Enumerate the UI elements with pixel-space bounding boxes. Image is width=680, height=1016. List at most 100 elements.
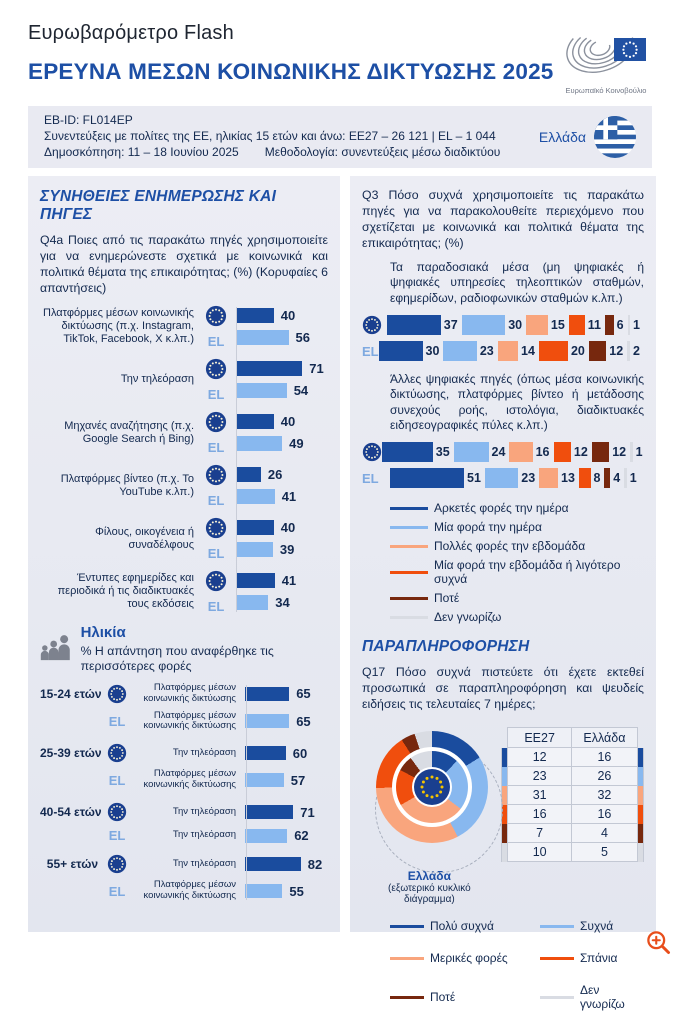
digital-sources-intro: Άλλες ψηφιακές πηγές (όπως μέσα κοινωνικ…: [390, 372, 644, 433]
disinformation-figure: Ελλάδα (εξωτερικό κυκλικό διάγραμμα) ΕΕ2…: [362, 725, 645, 905]
segment-value: 23: [479, 344, 494, 359]
legend-swatch: [390, 995, 424, 999]
age-title: Ηλικία: [80, 623, 126, 641]
segment-value: 12: [612, 445, 627, 460]
segment: [588, 341, 607, 362]
table-row: 10 5: [500, 842, 645, 863]
eu-value: 40: [280, 520, 296, 536]
el-label: EL: [362, 343, 379, 359]
source-row: Πλατφόρμες βίντεο (π.χ. Το YouTube κ.λπ.…: [40, 464, 328, 508]
age-group-label: 25-39 ετών: [40, 746, 102, 761]
zoom-magnifier-button[interactable]: [644, 928, 672, 956]
age-group-row: 40-54 ετών Την τηλεόραση 71 EL Την τηλεό…: [40, 802, 328, 843]
legend-swatch: [540, 924, 574, 928]
parliament-hemicycle-icon: [566, 23, 646, 73]
el-bar-row: 56: [237, 330, 328, 346]
eu-bar: [237, 520, 274, 536]
el-top-answer: Πλατφόρμες μέσων κοινωνικής δικτύωσης: [143, 768, 236, 791]
legend-label: Δεν γνωρίζω: [580, 983, 625, 1012]
eu-flag-icon: [205, 517, 227, 539]
row-color-chip: [636, 842, 645, 862]
segment-value: 15: [550, 318, 565, 333]
q17-question: Q17 Πόσο συχνά πιστεύετε ότι έχετε εκτεθ…: [362, 665, 644, 712]
segment-value: 13: [561, 471, 575, 486]
segment-value: 16: [535, 445, 550, 460]
el-label: EL: [108, 828, 126, 844]
segment-value: 12: [609, 344, 624, 359]
el-label: EL: [207, 598, 225, 614]
eu-bar-row: 26: [237, 467, 328, 483]
table-header-row: ΕΕ27 Ελλάδα: [501, 727, 643, 749]
eu-flag-icon: [107, 803, 127, 822]
col-header-eu27: ΕΕ27: [507, 727, 573, 749]
segment: [509, 442, 533, 463]
el-label: EL: [207, 492, 225, 508]
segment-value: 35: [435, 445, 450, 460]
el-bar: [237, 383, 287, 399]
frequency-panel: Q3 Πόσο συχνά χρησιμοποιείτε τις παρακάτ…: [350, 176, 656, 1011]
eu-value: 71: [300, 804, 315, 820]
eu27-cell: 10: [507, 842, 573, 863]
segment-value: 1: [633, 318, 640, 333]
el-value: 57: [290, 772, 306, 788]
source-label: Πλατφόρμες βίντεο (π.χ. Το YouTube κ.λπ.…: [60, 472, 194, 498]
eu-flag-icon: [362, 443, 382, 462]
disinformation-donut: [375, 731, 503, 874]
q4a-chart: Πλατφόρμες μέσων κοινωνικής δικτύωσης (π…: [40, 305, 328, 614]
eu-value: 71: [309, 361, 324, 377]
source-row: Μηχανές αναζήτησης (π.χ. Google Search ή…: [40, 411, 328, 455]
legend-label: Μία φορά την ημέρα: [434, 520, 542, 535]
eu-bar: [245, 857, 301, 872]
age-group-label: 40-54 ετών: [40, 805, 102, 820]
legend-swatch: [390, 924, 424, 928]
eu-bar: [237, 414, 274, 430]
el-stacked-row: EL 30 23 14 20 12 2: [362, 338, 644, 364]
table-row: 16 16: [500, 804, 645, 825]
frequency-legend: Αρκετές φορές την ημέρα Μία φορά την ημέ…: [390, 501, 644, 624]
segment-value: 4: [613, 471, 621, 486]
legend-label: Πολλές φορές την εβδομάδα: [434, 539, 586, 554]
age-group-row: 55+ ετών Την τηλεόραση 82 EL Πλατφόρμες …: [40, 854, 328, 902]
el-bar: [245, 773, 284, 788]
segment: [627, 315, 631, 336]
survey-meta-box: EB-ID: FL014EP Συνεντεύξεις με πολίτες τ…: [28, 106, 652, 168]
row-color-chip: [636, 823, 645, 843]
eu-flag-icon: [362, 315, 382, 335]
segment-value: 51: [467, 471, 481, 486]
source-row: Την τηλεόραση EL 71 54: [40, 358, 328, 402]
eu-bar-row: 40: [237, 414, 328, 430]
segment-value: 14: [521, 344, 535, 359]
legend-swatch: [390, 525, 428, 529]
eu-bar: [245, 746, 286, 761]
eu27-cell: 23: [507, 766, 573, 787]
table-row: 7 4: [500, 823, 645, 844]
eu-value: 26: [267, 467, 283, 483]
q3-question: Q3 Πόσο συχνά χρησιμοποιείτε τις παρακάτ…: [362, 188, 644, 250]
eu-bar: [245, 686, 290, 701]
legend-item: Μερικές φορές: [390, 951, 540, 965]
disinformation-title: ΠΑΡΑΠΛΗΡΟΦΟΡΗΣΗ: [362, 638, 530, 656]
segment: [387, 315, 441, 336]
legend-item: Πολλές φορές την εβδομάδα: [390, 539, 644, 553]
people-icon: [40, 635, 70, 661]
legend-swatch: [540, 956, 574, 960]
legend-item: Πολύ συχνά: [390, 919, 540, 933]
el-top-answer: Πλατφόρμες μέσων κοινωνικής δικτύωσης: [143, 879, 236, 902]
table-row: 23 26: [500, 766, 645, 787]
legend-label: Αρκετές φορές την ημέρα: [434, 501, 569, 516]
legend-item: Ποτέ: [390, 591, 644, 605]
col-header-greece: Ελλάδα: [571, 727, 638, 749]
segment: [461, 315, 506, 336]
table-row: 12 16: [500, 747, 645, 768]
legend-swatch: [390, 956, 424, 960]
source-label: Μηχανές αναζήτησης (π.χ. Google Search ή…: [64, 419, 194, 445]
el-value: 34: [275, 595, 290, 611]
legend-item: Συχνά: [540, 919, 644, 933]
segment: [604, 315, 614, 336]
segment-value: 30: [508, 318, 523, 333]
el-label: EL: [108, 883, 126, 899]
el-value: 39: [279, 542, 295, 558]
eu-value: 60: [292, 745, 308, 761]
legend-swatch: [390, 506, 428, 510]
methodology: Μεθοδολογία: συνεντεύξεις μέσω διαδικτύο…: [264, 144, 501, 159]
